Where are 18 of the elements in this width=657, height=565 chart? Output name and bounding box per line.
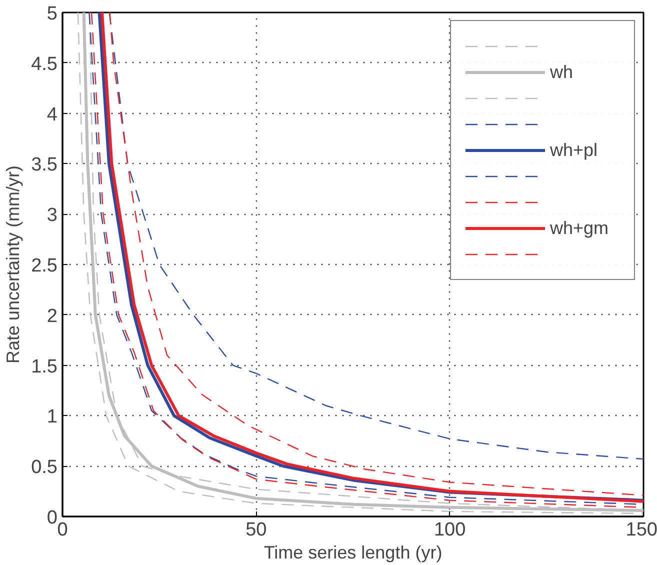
y-tick-label: 3.5: [31, 154, 58, 176]
y-tick-label: 2.5: [31, 256, 58, 276]
y-axis-title: Rate uncertainty (mm/yr): [3, 165, 24, 364]
x-tick-label: 50: [246, 520, 267, 540]
x-tick-label: 150: [626, 520, 657, 540]
y-tick-label: 1: [46, 406, 58, 428]
legend-label: wh+pl: [550, 140, 599, 160]
legend-label: wh: [550, 62, 574, 82]
x-tick-label: 100: [434, 520, 466, 540]
y-tick-label: 3: [46, 205, 58, 226]
legend-label: wh+gm: [550, 218, 610, 238]
y-tick-label: 5: [46, 4, 58, 24]
x-axis-title: Time series length (yr): [264, 542, 442, 562]
y-tick-label: 0.5: [31, 457, 58, 478]
y-tick-label: 4: [46, 104, 58, 126]
y-tick-label: 4.5: [31, 54, 58, 75]
y-tick-label: 2: [46, 306, 58, 327]
y-tick-label: 1.5: [31, 356, 58, 378]
